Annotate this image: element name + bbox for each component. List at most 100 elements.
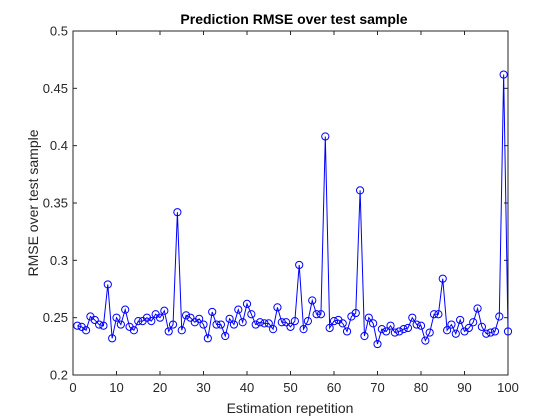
data-point xyxy=(342,327,352,336)
data-point xyxy=(212,320,221,329)
y-tick-label: 0.4 xyxy=(50,138,68,153)
data-point xyxy=(316,310,326,319)
x-axis-label: Estimation repetition xyxy=(227,400,354,416)
y-tick-label: 0.3 xyxy=(50,253,68,268)
data-point xyxy=(469,318,478,327)
data-point xyxy=(108,334,117,343)
data-point xyxy=(277,318,286,327)
data-point xyxy=(390,328,399,337)
data-point xyxy=(308,296,317,305)
data-point xyxy=(203,334,212,343)
tick-labels: 0 10 20 30 40 50 60 70 80 90 100 0.2 0.25 0.3 0.35 0.4 0… xyxy=(43,24,519,396)
data-point xyxy=(377,325,386,334)
data-point xyxy=(382,327,391,336)
tick-marks xyxy=(72,30,509,376)
x-tick-label: 100 xyxy=(497,380,519,395)
data-point xyxy=(199,320,208,329)
data-point xyxy=(238,318,247,327)
series-layer xyxy=(73,70,513,349)
data-point xyxy=(447,320,456,329)
y-tick-label: 0.35 xyxy=(43,196,68,211)
data-point xyxy=(260,319,269,328)
data-point xyxy=(216,320,225,329)
data-point xyxy=(360,331,369,341)
x-tick-label: 0 xyxy=(69,380,76,395)
data-point xyxy=(155,313,165,322)
data-point xyxy=(116,320,125,329)
data-point xyxy=(229,320,239,329)
x-tick-label: 50 xyxy=(283,380,297,395)
data-point xyxy=(408,313,417,322)
data-point xyxy=(73,321,82,330)
data-point xyxy=(173,208,182,217)
y-tick-label: 0.45 xyxy=(43,81,68,96)
data-point xyxy=(395,327,404,336)
data-point xyxy=(399,325,408,334)
data-point xyxy=(121,305,130,314)
data-point xyxy=(282,318,291,327)
data-point xyxy=(81,326,91,335)
data-point xyxy=(264,319,273,328)
data-point xyxy=(129,326,138,335)
data-point xyxy=(247,310,256,319)
data-point xyxy=(186,313,195,322)
y-tick-label: 0.25 xyxy=(43,310,68,325)
chart-title: Prediction RMSE over test sample xyxy=(180,11,407,27)
data-point xyxy=(356,186,365,195)
data-point xyxy=(147,317,156,326)
data-point xyxy=(103,280,112,289)
data-point xyxy=(160,306,169,315)
data-point xyxy=(451,329,460,338)
data-point xyxy=(134,317,143,326)
data-point xyxy=(234,305,243,314)
x-tick-label: 90 xyxy=(457,380,471,395)
data-point xyxy=(112,313,121,322)
data-point xyxy=(429,310,439,319)
data-point xyxy=(456,315,465,325)
data-point xyxy=(286,322,295,331)
data-point xyxy=(499,70,508,79)
data-point xyxy=(99,321,108,330)
data-point xyxy=(412,320,421,329)
x-tick-label: 20 xyxy=(153,380,167,395)
data-point xyxy=(438,274,447,283)
data-point xyxy=(295,260,304,270)
x-tick-label: 10 xyxy=(109,380,123,395)
data-point xyxy=(182,311,191,320)
data-point xyxy=(95,320,104,329)
data-point xyxy=(464,323,473,333)
data-point xyxy=(369,319,378,328)
data-point xyxy=(255,318,265,327)
data-point xyxy=(495,312,504,321)
data-point xyxy=(421,336,430,345)
data-point xyxy=(164,327,173,336)
data-point xyxy=(338,319,347,328)
data-point xyxy=(373,339,382,349)
data-point xyxy=(312,310,321,319)
data-point xyxy=(242,299,252,309)
data-point xyxy=(269,325,278,334)
data-point xyxy=(251,320,260,329)
data-point xyxy=(225,314,234,323)
data-point xyxy=(490,327,500,336)
data-point xyxy=(425,328,434,337)
data-point xyxy=(303,317,312,326)
x-tick-label: 40 xyxy=(240,380,254,395)
data-point xyxy=(299,325,308,334)
y-tick-label: 0.5 xyxy=(50,24,68,39)
x-tick-label: 80 xyxy=(414,380,428,395)
data-point xyxy=(482,329,491,338)
data-point xyxy=(364,313,373,322)
data-point xyxy=(434,310,443,319)
data-point xyxy=(325,323,334,333)
y-axis-label: RMSE over test sample xyxy=(25,129,41,276)
data-point xyxy=(321,132,330,141)
y-tick-label: 0.2 xyxy=(50,368,68,383)
data-point xyxy=(177,326,186,335)
data-point xyxy=(443,326,452,335)
data-point xyxy=(90,315,99,325)
data-point xyxy=(477,322,486,331)
data-point xyxy=(403,323,413,333)
data-point xyxy=(486,328,495,337)
